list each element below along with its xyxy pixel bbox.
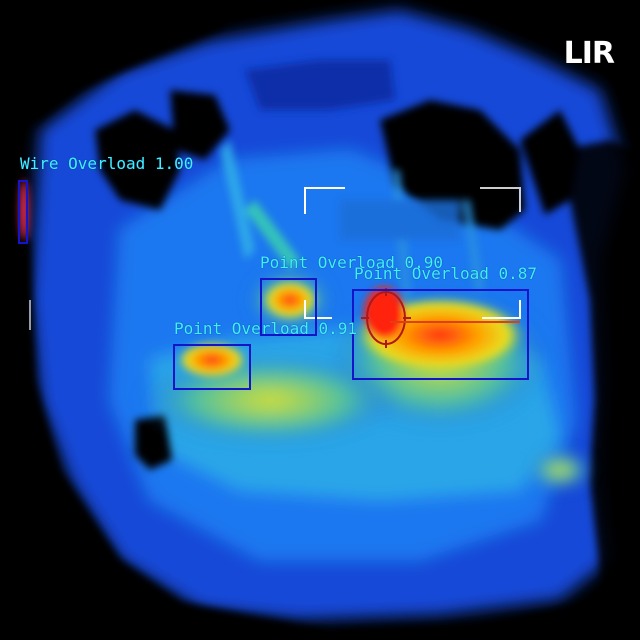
detection-label-wire-overload: Wire Overload 1.00 [20, 154, 194, 173]
detection-box-wire-overload [18, 180, 28, 244]
detection-box-point-overload-091 [173, 344, 251, 390]
detection-label-point-overload-091: Point Overload 0.91 [174, 319, 358, 338]
detection-label-point-overload-087: Point Overload 0.87 [354, 264, 538, 283]
detection-label-point-overload-090: Point Overload 0.90 [260, 253, 444, 272]
lir-logo: LIR [563, 36, 615, 71]
detection-box-point-overload-090 [260, 278, 317, 336]
detection-box-point-overload-087 [352, 289, 529, 380]
